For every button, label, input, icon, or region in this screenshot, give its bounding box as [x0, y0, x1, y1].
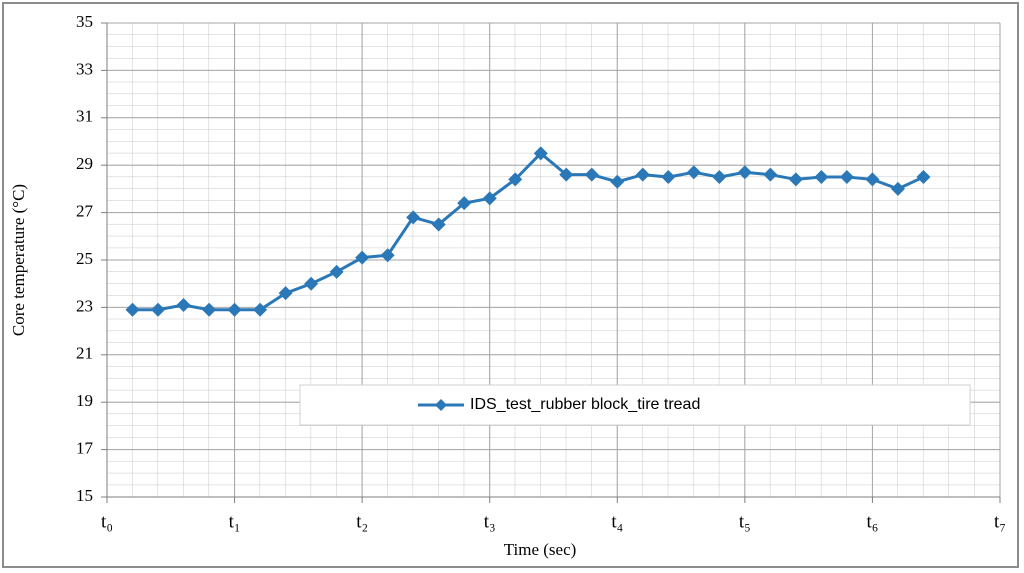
point: [508, 172, 523, 187]
point: [355, 250, 370, 265]
point: [814, 170, 829, 185]
point: [278, 286, 293, 301]
y-tick-label: 29: [76, 154, 93, 173]
point: [151, 302, 166, 317]
y-tick-label: 35: [76, 12, 93, 31]
point: [125, 302, 140, 317]
point: [788, 172, 803, 187]
point: [431, 217, 446, 232]
point: [253, 302, 268, 317]
y-tick-label: 21: [76, 344, 93, 363]
point: [686, 165, 701, 180]
point: [380, 248, 395, 263]
point: [916, 170, 931, 185]
point: [329, 264, 344, 279]
x-tick-label: t₆: [866, 511, 878, 532]
x-tick-label: t₂: [356, 511, 368, 532]
x-tick-label: t₅: [739, 511, 751, 532]
y-tick-label: 25: [76, 249, 93, 268]
x-axis-label: Time (sec): [504, 540, 577, 559]
y-tick-label: 15: [76, 486, 93, 505]
point: [457, 196, 472, 211]
x-tick-label: t₇: [994, 511, 1006, 532]
y-tick-label: 27: [76, 202, 94, 221]
legend-text: IDS_test_rubber block_tire tread: [470, 396, 700, 413]
point: [890, 181, 905, 196]
point: [202, 302, 217, 317]
x-tick-label: t₁: [229, 511, 241, 532]
point: [763, 167, 778, 182]
point: [737, 165, 752, 180]
point: [482, 191, 497, 206]
point: [661, 170, 676, 185]
point: [559, 167, 574, 182]
point: [839, 170, 854, 185]
legend-marker: [435, 399, 447, 411]
y-tick-label: 33: [76, 59, 93, 78]
point: [533, 146, 548, 161]
y-tick-label: 17: [76, 439, 94, 458]
point: [712, 170, 727, 185]
point: [635, 167, 650, 182]
y-tick-label: 31: [76, 107, 93, 126]
point: [584, 167, 599, 182]
legend-box: [299, 384, 971, 426]
point: [176, 298, 191, 313]
point: [610, 174, 625, 189]
point: [865, 172, 880, 187]
y-axis-label: Core temperature (°C): [9, 184, 28, 336]
x-tick-label: t₀: [101, 511, 113, 532]
y-tick-label: 23: [76, 296, 93, 315]
x-tick-label: t₄: [611, 511, 623, 532]
point: [227, 302, 242, 317]
point: [304, 276, 319, 291]
y-tick-label: 19: [76, 391, 93, 410]
x-tick-label: t₃: [484, 511, 496, 532]
point: [406, 210, 421, 225]
